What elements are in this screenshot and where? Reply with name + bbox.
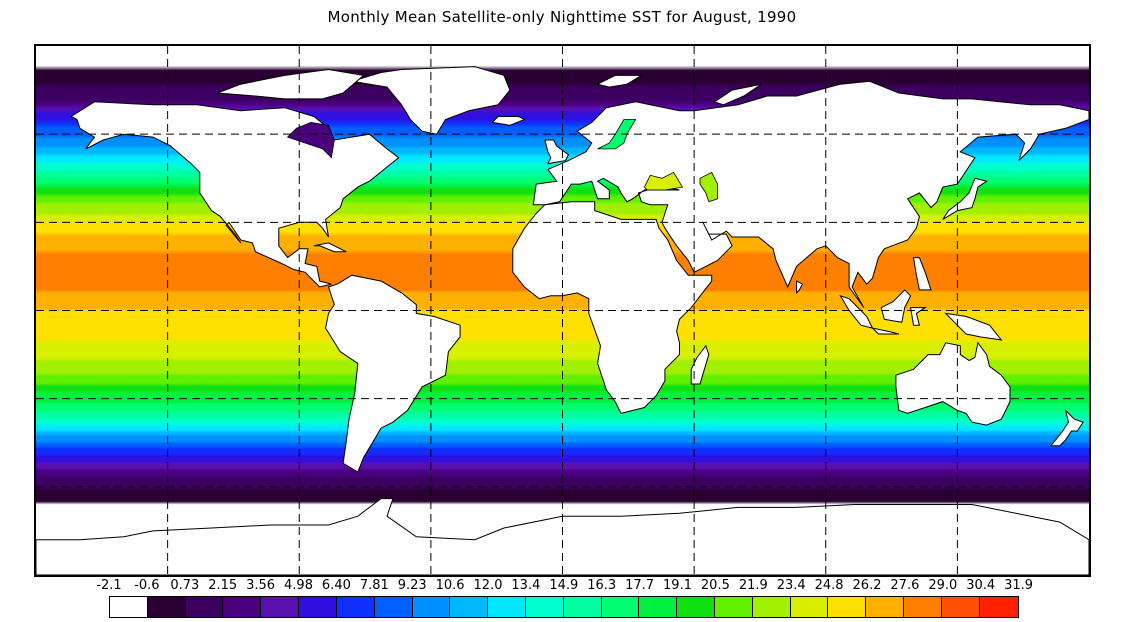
land-svalbard: [596, 74, 644, 88]
legend-swatch: [185, 597, 224, 617]
legend-tick-label: 20.5: [700, 578, 730, 593]
legend-swatch: [828, 597, 867, 617]
land-new-guinea: [944, 312, 1003, 341]
legend-swatch: [299, 597, 337, 617]
legend-tick-labels: -2.1 -0.6 0.73 2.15 3.56 4.98 6.40 7.81 9.23 10.6…: [0, 578, 1124, 594]
legend-tick-label: 6.40: [321, 578, 351, 593]
legend-tick-label: 16.3: [587, 578, 617, 593]
legend-tick-label: 26.2: [852, 578, 882, 593]
land-iceland: [491, 116, 526, 126]
land-cuba: [313, 242, 347, 253]
legend-tick-label: 13.4: [511, 578, 541, 593]
legend-swatch: [639, 597, 678, 617]
page-title: Monthly Mean Satellite-only Nighttime SS…: [327, 8, 797, 26]
land-north-america: [70, 101, 400, 288]
land-borneo: [880, 289, 912, 323]
legend-tick-label: 12.0: [473, 578, 503, 593]
legend-tick-label: 2.15: [208, 578, 238, 593]
land-canadian-arctic: [217, 68, 365, 100]
legend-tick-label: 0.73: [170, 578, 200, 593]
legend-tick-label: -2.1: [96, 578, 122, 593]
legend-tick-label: 9.23: [397, 578, 427, 593]
color-legend-bar: [109, 596, 1019, 618]
sst-map-canvas: [36, 46, 1089, 575]
land-south-america: [325, 274, 461, 473]
legend-tick-label: 24.8: [814, 578, 844, 593]
legend-tick-label: 3.56: [246, 578, 276, 593]
legend-swatch: [147, 597, 186, 617]
legend-swatch: [790, 597, 829, 617]
legend-tick-label: 14.9: [549, 578, 579, 593]
legend-swatch: [488, 597, 526, 617]
legend-swatch: [941, 597, 980, 617]
land-sri-lanka: [796, 280, 804, 295]
sea-black-sea: [643, 171, 684, 191]
legend-swatch: [904, 597, 942, 617]
land-new-zealand: [1049, 408, 1084, 447]
land-australia: [895, 341, 1011, 426]
sst-map[interactable]: [34, 44, 1091, 577]
land-madagascar: [690, 344, 710, 385]
legend-tick-label: 30.4: [966, 578, 996, 593]
legend-swatch: [601, 597, 640, 617]
legend-tick-label: 17.7: [625, 578, 655, 593]
legend-tick-label: 7.81: [359, 578, 389, 593]
land-sulawesi: [910, 307, 927, 326]
land-philippines: [912, 257, 932, 291]
graticule: [36, 46, 1089, 575]
legend-swatch: [715, 597, 753, 617]
legend-tick-label: 29.0: [928, 578, 958, 593]
legend-swatch: [979, 597, 1018, 617]
legend-swatch: [450, 597, 489, 617]
legend-tick-label: 31.9: [1004, 578, 1034, 593]
legend-swatch: [525, 597, 564, 617]
legend-tick-label: 19.1: [663, 578, 692, 593]
sea-caspian-sea: [699, 171, 718, 203]
land-japan: [942, 177, 988, 220]
legend-swatch: [752, 597, 791, 617]
legend-swatch: [866, 597, 905, 617]
legend-swatch: [563, 597, 602, 617]
legend-tick-label: 10.6: [435, 578, 465, 593]
land-novaya-zemlya: [713, 83, 762, 106]
legend-swatch: [261, 597, 300, 617]
legend-swatch: [223, 597, 262, 617]
legend-tick-label: 4.98: [284, 578, 313, 593]
legend-swatch: [336, 597, 375, 617]
legend-tick-label: 27.6: [890, 578, 920, 593]
sea-baltic-sea: [597, 119, 637, 150]
legend-swatch: [110, 597, 148, 617]
legend-tick-label: -0.6: [134, 578, 160, 593]
legend-tick-label: 23.4: [776, 578, 806, 593]
legend-swatch: [677, 597, 715, 617]
legend-tick-label: 21.9: [738, 578, 768, 593]
land-java: [870, 327, 900, 335]
legend-swatch: [412, 597, 451, 617]
legend-swatch: [374, 597, 413, 617]
